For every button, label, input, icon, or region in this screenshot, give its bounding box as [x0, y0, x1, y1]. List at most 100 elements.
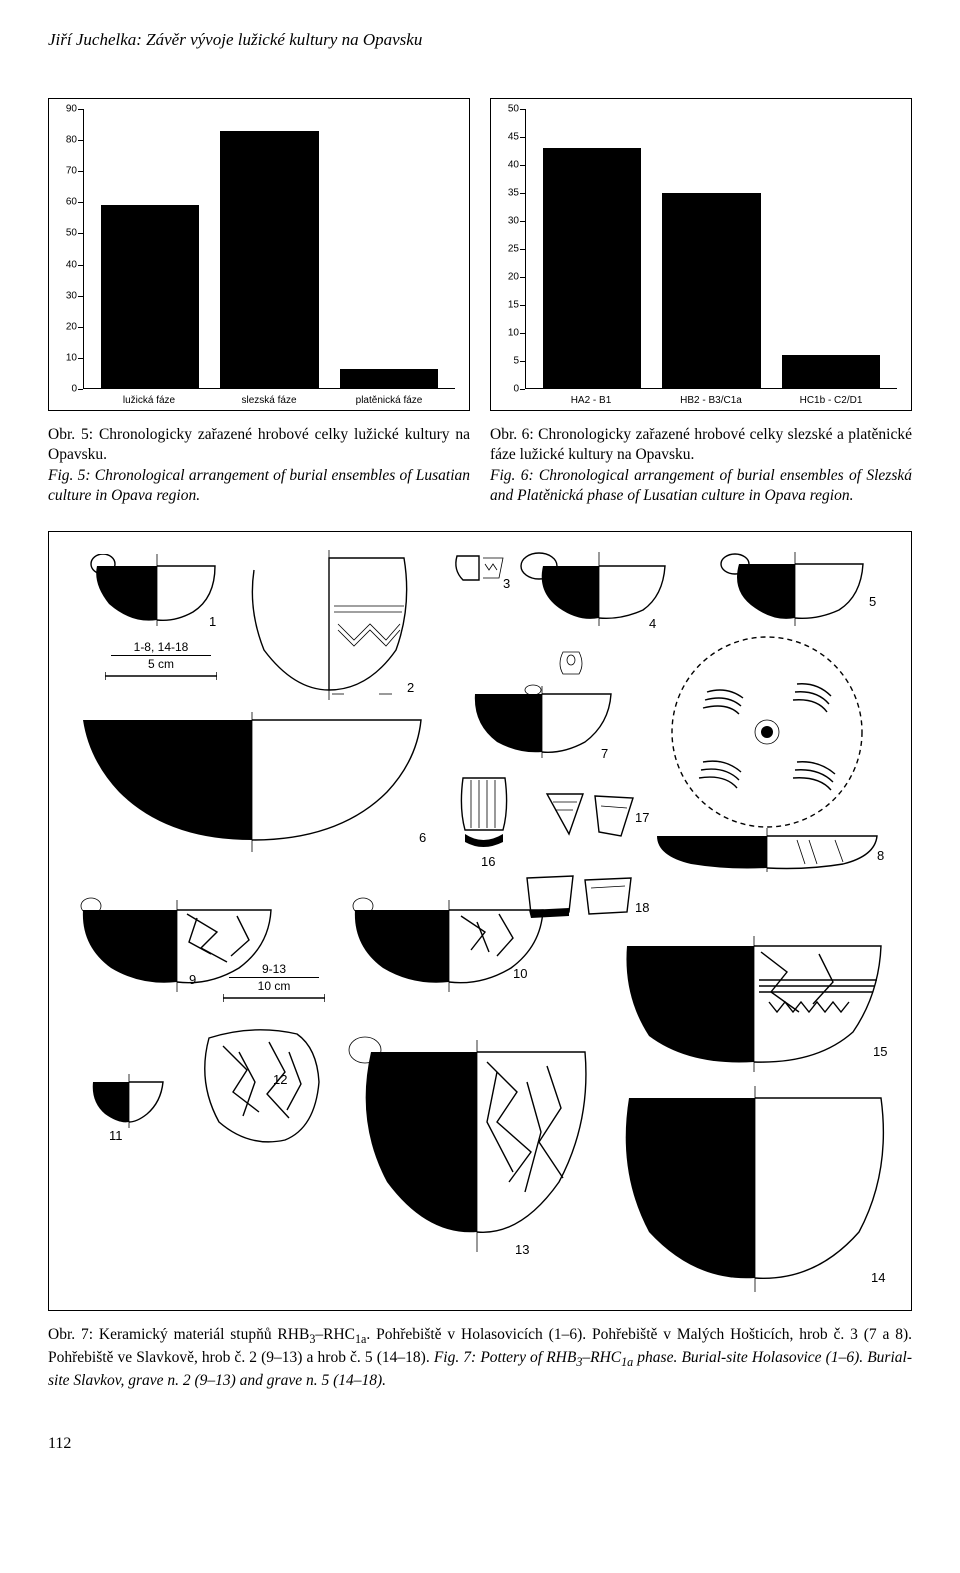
chart-6-plot: 05101520253035404550 [525, 109, 897, 389]
y-tick-label: 40 [508, 160, 519, 171]
caption-7-en-b: –RHC [582, 1349, 621, 1366]
sketch-6 [77, 712, 427, 852]
y-tick-label: 80 [66, 135, 77, 146]
sketch-14 [615, 1082, 895, 1292]
caption-6-en-label: Fig. 6: [490, 467, 534, 484]
sketch-2 [244, 550, 414, 700]
y-tick-label: 20 [508, 272, 519, 283]
sketch-num-18: 18 [635, 900, 649, 915]
scale-2-bottom: 10 cm [229, 977, 319, 993]
x-label: HA2 - B1 [531, 395, 651, 406]
bar [662, 193, 760, 388]
y-tick-label: 10 [66, 352, 77, 363]
y-tick-label: 50 [508, 104, 519, 115]
scale-1-bar [105, 672, 217, 680]
sketch-num-1: 1 [209, 614, 216, 629]
x-label: HB2 - B3/C1a [651, 395, 771, 406]
y-tick-label: 25 [508, 244, 519, 255]
sketch-num-5: 5 [869, 594, 876, 609]
caption-5-en-text: Chronological arrangement of burial ense… [48, 467, 470, 504]
y-tick-label: 30 [508, 216, 519, 227]
bar [782, 355, 880, 388]
sketch-num-16: 16 [481, 854, 495, 869]
bar-wrap [90, 109, 210, 388]
chart-6-panel: 05101520253035404550 HA2 - B1HB2 - B3/C1… [490, 98, 912, 411]
charts-row: 0102030405060708090 lužická fázeslezská … [48, 98, 912, 411]
caption-7-en-a: Fig. 7: Pottery of RHB [434, 1349, 577, 1366]
caption-5-en-label: Fig. 5: [48, 467, 91, 484]
caption-7-cs-b: –RHC [315, 1326, 355, 1343]
caption-5-cs-text: Chronologicky zařazené hrobové celky luž… [48, 426, 470, 463]
bar [101, 205, 199, 388]
y-tick-label: 10 [508, 328, 519, 339]
caption-6-cs-label: Obr. 6: [490, 426, 534, 443]
x-label: platěnická fáze [329, 395, 449, 406]
bar-wrap [771, 109, 891, 388]
bar [220, 131, 318, 388]
scale-1: 1-8, 14-18 5 cm [111, 640, 211, 671]
bar-wrap [210, 109, 330, 388]
chart-5-plot: 0102030405060708090 [83, 109, 455, 389]
scale-1-bottom: 5 cm [111, 655, 211, 671]
sketch-num-8: 8 [877, 848, 884, 863]
sketch-num-14: 14 [871, 1270, 885, 1285]
y-tick-label: 45 [508, 132, 519, 143]
figure-7-box: 1 2 3 4 5 1-8, 14-18 5 cm [48, 531, 912, 1311]
caption-7-sub2b: 1a [621, 1355, 633, 1369]
scale-2-bar [223, 994, 325, 1002]
y-tick-label: 0 [513, 384, 519, 395]
bar-wrap [652, 109, 772, 388]
sketch-num-4: 4 [649, 616, 656, 631]
sketch-1 [87, 554, 217, 626]
y-tick-label: 60 [66, 197, 77, 208]
running-head: Jiří Juchelka: Závěr vývoje lužické kult… [48, 30, 912, 50]
sketch-num-3: 3 [503, 576, 510, 591]
sketch-4 [519, 552, 669, 626]
sketch-num-12: 12 [273, 1072, 287, 1087]
sketch-7 [467, 648, 617, 758]
scale-1-top: 1-8, 14-18 [111, 640, 211, 654]
bar-wrap [532, 109, 652, 388]
bar-wrap [329, 109, 449, 388]
y-tick-label: 0 [71, 384, 77, 395]
caption-7: Obr. 7: Keramický materiál stupňů RHB3–R… [48, 1325, 912, 1392]
sketch-num-17: 17 [635, 810, 649, 825]
sketch-8 [647, 632, 887, 872]
x-label: lužická fáze [89, 395, 209, 406]
captions-row: Obr. 5: Chronologicky zařazené hrobové c… [48, 425, 912, 507]
sketch-11 [87, 1072, 167, 1128]
bar [340, 369, 438, 388]
sketch-num-6: 6 [419, 830, 426, 845]
y-tick-label: 5 [513, 356, 519, 367]
x-label: HC1b - C2/D1 [771, 395, 891, 406]
sketch-5 [717, 552, 867, 626]
caption-5: Obr. 5: Chronologicky zařazené hrobové c… [48, 425, 470, 507]
y-tick-label: 50 [66, 228, 77, 239]
caption-5-cs-label: Obr. 5: [48, 426, 93, 443]
scale-2-top: 9-13 [229, 962, 319, 976]
sketch-16 [449, 772, 519, 852]
scale-2: 9-13 10 cm [229, 962, 319, 993]
y-tick-label: 20 [66, 321, 77, 332]
y-tick-label: 35 [508, 188, 519, 199]
sketch-num-10: 10 [513, 966, 527, 981]
sketch-num-9: 9 [189, 972, 196, 987]
y-tick-label: 30 [66, 290, 77, 301]
y-tick-label: 15 [508, 300, 519, 311]
sketch-num-7: 7 [601, 746, 608, 761]
caption-6-cs-text: Chronologicky zařazené hrobové celky sle… [490, 426, 912, 463]
y-tick-label: 90 [66, 104, 77, 115]
y-tick-label: 40 [66, 259, 77, 270]
sketch-num-11: 11 [109, 1128, 123, 1143]
y-tick-label: 70 [66, 166, 77, 177]
caption-7-sub2a: 1a [355, 1332, 366, 1346]
chart-5-panel: 0102030405060708090 lužická fázeslezská … [48, 98, 470, 411]
bar [543, 148, 641, 388]
sketch-num-2: 2 [407, 680, 414, 695]
sketch-12 [189, 1022, 329, 1152]
sketch-num-13: 13 [515, 1242, 529, 1257]
page-number: 112 [48, 1435, 912, 1453]
sketch-13 [337, 1022, 597, 1252]
sketch-15 [619, 932, 889, 1072]
caption-7-cs-a: Obr. 7: Keramický materiál stupňů RHB [48, 1326, 309, 1343]
